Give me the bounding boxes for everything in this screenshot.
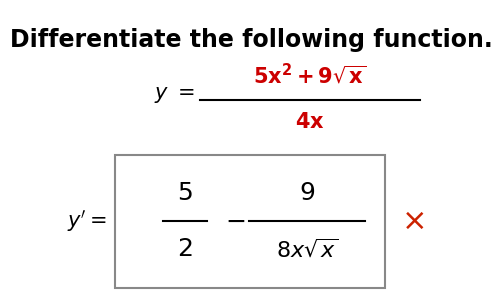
- Text: $8x\sqrt{x}$: $8x\sqrt{x}$: [276, 238, 338, 260]
- Text: $9$: $9$: [298, 181, 315, 205]
- Text: $\mathbf{4x}$: $\mathbf{4x}$: [295, 112, 324, 132]
- Bar: [115, 155, 384, 288]
- Text: Differentiate the following function.: Differentiate the following function.: [10, 28, 491, 52]
- Text: $\mathbf{5x^2 + 9\sqrt{x}}$: $\mathbf{5x^2 + 9\sqrt{x}}$: [253, 63, 366, 88]
- Text: $5$: $5$: [177, 181, 192, 205]
- Text: $-$: $-$: [224, 209, 244, 233]
- Text: $y\ =$: $y\ =$: [154, 85, 194, 105]
- Text: $\times$: $\times$: [400, 207, 424, 236]
- Text: $y' =$: $y' =$: [67, 208, 107, 234]
- Text: $2$: $2$: [177, 237, 192, 261]
